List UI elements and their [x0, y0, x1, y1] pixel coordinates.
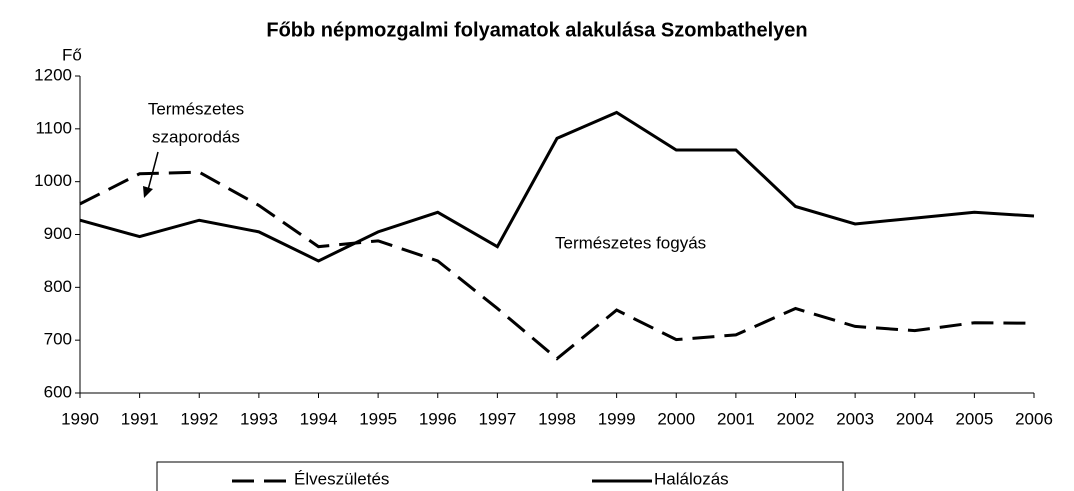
- x-tick-label: 2003: [836, 409, 874, 428]
- legend-label: Halálozás: [654, 469, 729, 488]
- annotation: Természetes fogyás: [555, 233, 706, 252]
- x-tick-label: 2000: [657, 409, 695, 428]
- line-series: [79, 110, 1035, 263]
- x-tick-label: 1998: [538, 409, 576, 428]
- y-axis-label: Fő: [62, 45, 82, 64]
- arrow-head: [143, 186, 153, 198]
- y-tick-label: 700: [44, 330, 72, 349]
- y-tick-label: 1000: [34, 171, 72, 190]
- chart-title: Főbb népmozgalmi folyamatok alakulása Sz…: [266, 19, 807, 41]
- x-tick-label: 2004: [896, 409, 934, 428]
- y-tick-label: 1100: [35, 118, 72, 137]
- x-tick-label: 1992: [180, 409, 218, 428]
- x-tick-label: 1993: [240, 409, 278, 428]
- x-tick-label: 1991: [121, 409, 159, 428]
- legend-label: Élveszületés: [294, 469, 389, 488]
- line-series: [79, 170, 1035, 361]
- x-tick-label: 2005: [955, 409, 993, 428]
- x-tick-label: 1995: [359, 409, 397, 428]
- y-tick-label: 1200: [34, 65, 72, 84]
- y-tick-label: 600: [44, 382, 72, 401]
- y-tick-label: 900: [44, 224, 72, 243]
- x-tick-label: 1994: [300, 409, 338, 428]
- x-tick-label: 2002: [777, 409, 815, 428]
- x-tick-label: 1997: [478, 409, 516, 428]
- annotation: Természetes: [148, 99, 244, 118]
- x-tick-label: 1990: [61, 409, 99, 428]
- annotation: szaporodás: [152, 127, 240, 146]
- legend-box: [156, 461, 844, 491]
- x-tick-label: 2006: [1015, 409, 1053, 428]
- x-tick-label: 1996: [419, 409, 457, 428]
- x-tick-label: 2001: [717, 409, 755, 428]
- y-tick-label: 800: [44, 277, 72, 296]
- x-tick-label: 1999: [598, 409, 636, 428]
- annotation-arrow: [147, 151, 159, 191]
